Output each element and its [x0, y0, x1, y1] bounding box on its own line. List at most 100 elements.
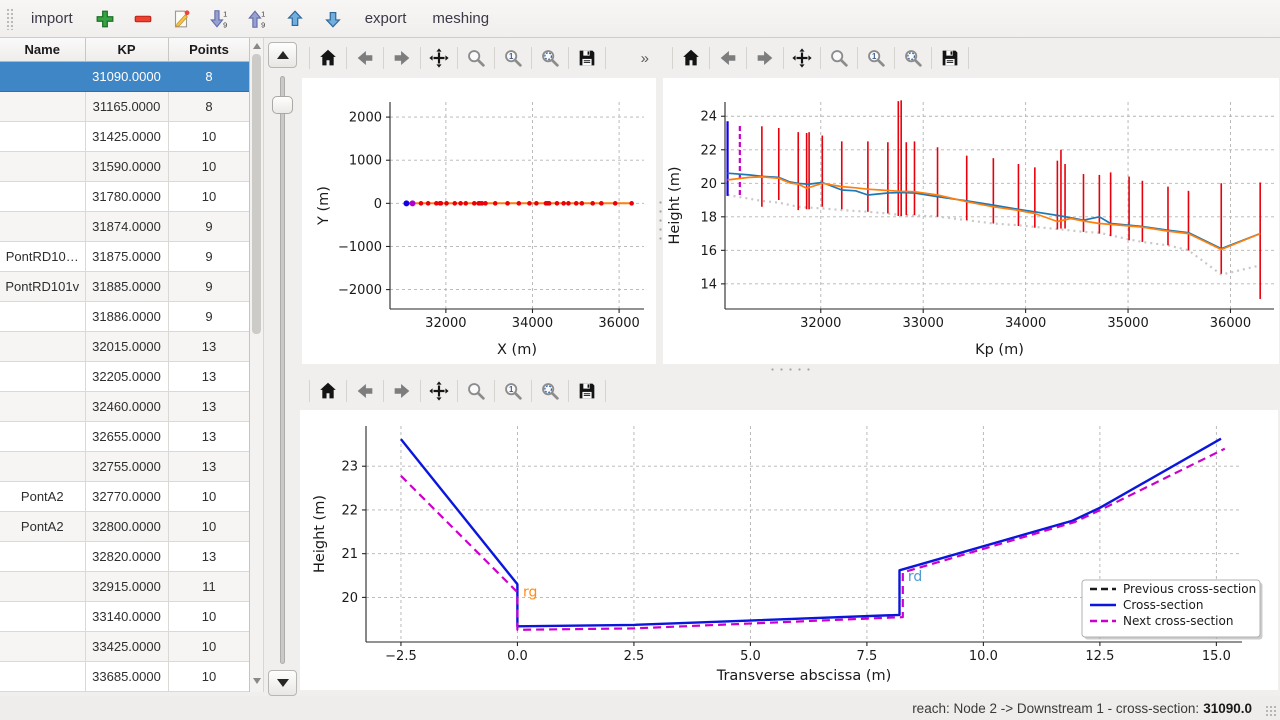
table-row[interactable]: 31090.0000 8	[0, 61, 249, 92]
zoom-one-button[interactable]: 1	[861, 43, 891, 73]
cell-name[interactable]: PontRD10…	[0, 241, 86, 272]
cell-kp[interactable]: 32770.0000	[85, 481, 169, 512]
cell-name[interactable]	[0, 601, 86, 632]
zoom-button[interactable]	[461, 43, 491, 73]
back-button[interactable]	[350, 376, 380, 406]
cell-name[interactable]	[0, 391, 86, 422]
toolbar-grip-icon[interactable]	[6, 7, 13, 30]
slider-handle[interactable]	[272, 96, 293, 114]
cell-points[interactable]: 9	[168, 211, 249, 242]
cell-name[interactable]: PontA2	[0, 511, 86, 542]
zoom-button[interactable]	[824, 43, 854, 73]
pan-button[interactable]	[787, 43, 817, 73]
home-button[interactable]	[676, 43, 706, 73]
table-row[interactable]: 32915.0000 11	[0, 571, 249, 602]
cell-kp[interactable]: 32205.0000	[85, 361, 169, 392]
cell-kp[interactable]: 31090.0000	[85, 61, 169, 92]
cell-kp[interactable]: 32800.0000	[85, 511, 169, 542]
cell-name[interactable]	[0, 631, 86, 662]
cell-points[interactable]: 9	[168, 271, 249, 302]
cell-name[interactable]	[0, 91, 86, 122]
cell-name[interactable]	[0, 661, 86, 692]
table-row[interactable]: 33685.0000 10	[0, 661, 249, 692]
pan-button[interactable]	[424, 376, 454, 406]
pan-button[interactable]	[424, 43, 454, 73]
move-up-button[interactable]	[279, 3, 311, 35]
cell-kp[interactable]: 31165.0000	[85, 91, 169, 122]
cell-name[interactable]	[0, 61, 86, 92]
cell-kp[interactable]: 31886.0000	[85, 301, 169, 332]
cell-name[interactable]: PontRD101v	[0, 271, 86, 302]
cell-name[interactable]	[0, 181, 86, 212]
table-row[interactable]: PontA2 32770.0000 10	[0, 481, 249, 512]
cross-section-canvas[interactable]: −2.5 0.0 2.5 5.0 7.5 10.0 12.5 15.0 20 21 22 23 Tran…	[300, 410, 1278, 690]
home-button[interactable]	[313, 43, 343, 73]
table-row[interactable]: 32205.0000 13	[0, 361, 249, 392]
toolbar-overflow-chevron[interactable]: »	[640, 49, 649, 67]
cell-kp[interactable]: 31780.0000	[85, 181, 169, 212]
back-button[interactable]	[350, 43, 380, 73]
export-button[interactable]: export	[355, 4, 417, 33]
cell-kp[interactable]: 32015.0000	[85, 331, 169, 362]
cell-points[interactable]: 10	[168, 661, 249, 692]
table-row[interactable]: 32655.0000 13	[0, 421, 249, 452]
cell-kp[interactable]: 31885.0000	[85, 271, 169, 302]
cell-name[interactable]: PontA2	[0, 481, 86, 512]
move-down-button[interactable]	[317, 3, 349, 35]
table-row[interactable]: 31165.0000 8	[0, 91, 249, 122]
cell-name[interactable]	[0, 421, 86, 452]
cell-name[interactable]	[0, 541, 86, 572]
table-row[interactable]: 31874.0000 9	[0, 211, 249, 242]
zoom-one-button[interactable]: 1	[498, 376, 528, 406]
cell-kp[interactable]: 33425.0000	[85, 631, 169, 662]
table-scrollbar[interactable]	[250, 38, 264, 692]
cell-kp[interactable]: 33140.0000	[85, 601, 169, 632]
scrollbar-down-arrow-icon[interactable]	[252, 676, 262, 686]
plan-view-canvas[interactable]: 32000 34000 36000 −2000 −1000 0 1000 2000 X (m) Y…	[302, 78, 656, 364]
cell-kp[interactable]: 32820.0000	[85, 541, 169, 572]
add-button[interactable]	[89, 3, 121, 35]
save-button[interactable]	[572, 376, 602, 406]
table-row[interactable]: 32460.0000 13	[0, 391, 249, 422]
zoom-one-button[interactable]: 1	[498, 43, 528, 73]
resize-grip-icon[interactable]	[1265, 705, 1277, 717]
meshing-button[interactable]: meshing	[422, 4, 499, 33]
cell-kp[interactable]: 31874.0000	[85, 211, 169, 242]
table-row[interactable]: 33140.0000 10	[0, 601, 249, 632]
table-row[interactable]: PontRD101v 31885.0000 9	[0, 271, 249, 302]
column-header-points[interactable]: Points	[168, 38, 249, 62]
cell-points[interactable]: 8	[168, 61, 249, 92]
table-scrollbar-thumb[interactable]	[252, 54, 261, 334]
cell-points[interactable]: 8	[168, 91, 249, 122]
back-button[interactable]	[713, 43, 743, 73]
forward-button[interactable]	[387, 43, 417, 73]
slider-down-button[interactable]	[268, 670, 297, 696]
cell-points[interactable]: 10	[168, 481, 249, 512]
table-row[interactable]: PontRD10… 31875.0000 9	[0, 241, 249, 272]
cell-points[interactable]: 13	[168, 541, 249, 572]
cell-points[interactable]: 11	[168, 571, 249, 602]
cell-points[interactable]: 10	[168, 631, 249, 662]
cell-points[interactable]: 10	[168, 601, 249, 632]
forward-button[interactable]	[387, 376, 417, 406]
cell-kp[interactable]: 32915.0000	[85, 571, 169, 602]
cell-points[interactable]: 13	[168, 361, 249, 392]
cell-name[interactable]	[0, 451, 86, 482]
save-button[interactable]	[935, 43, 965, 73]
cell-points[interactable]: 13	[168, 331, 249, 362]
table-row[interactable]: 32015.0000 13	[0, 331, 249, 362]
cell-kp[interactable]: 32755.0000	[85, 451, 169, 482]
cell-kp[interactable]: 32460.0000	[85, 391, 169, 422]
zoom-fit-button[interactable]	[535, 43, 565, 73]
table-row[interactable]: 32755.0000 13	[0, 451, 249, 482]
cell-points[interactable]: 10	[168, 181, 249, 212]
cell-points[interactable]: 9	[168, 241, 249, 272]
cell-kp[interactable]: 31875.0000	[85, 241, 169, 272]
cell-name[interactable]	[0, 361, 86, 392]
slider-track[interactable]	[280, 76, 285, 664]
cell-points[interactable]: 10	[168, 121, 249, 152]
longitudinal-profile-canvas[interactable]: 32000 33000 34000 35000 36000 14 16 18 20 22 24 Kp …	[663, 78, 1279, 364]
column-header-kp[interactable]: KP	[85, 38, 169, 62]
